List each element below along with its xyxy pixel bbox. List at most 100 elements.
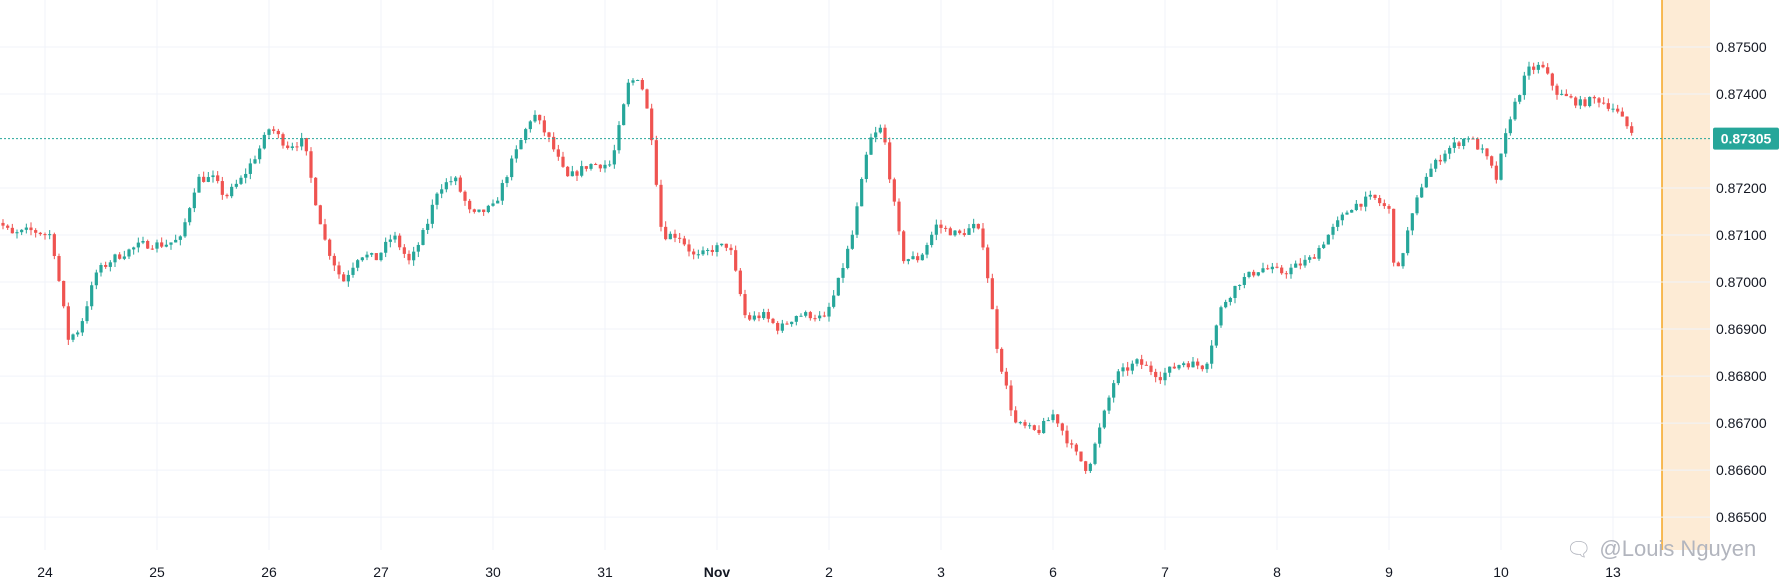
candle-body xyxy=(720,243,724,246)
candle-body xyxy=(351,267,355,275)
candle-body xyxy=(20,229,24,233)
chat-bubble-icon: 🗨︎ xyxy=(1566,539,1592,561)
candle-body xyxy=(206,177,210,182)
candle-body xyxy=(1009,385,1013,411)
candle-body xyxy=(1336,220,1340,227)
candle-body xyxy=(1060,423,1064,431)
candle-body xyxy=(1532,66,1536,70)
candle-body xyxy=(178,236,182,240)
chart-grid xyxy=(0,0,1710,550)
candle-body xyxy=(528,121,532,130)
candle-body xyxy=(444,182,448,190)
candle-body xyxy=(463,191,467,201)
candle-body xyxy=(342,274,346,282)
candle-body xyxy=(892,179,896,202)
candle-body xyxy=(1424,176,1428,188)
y-tick-label: 0.87200 xyxy=(1716,180,1767,196)
candle-body xyxy=(645,89,649,109)
candle-body xyxy=(141,240,145,243)
price-axis[interactable]: 0.87500 0.87400 0.87200 0.87100 0.87000 0.869… xyxy=(1716,39,1767,525)
candle-body xyxy=(374,253,378,261)
candle-body xyxy=(435,193,439,205)
watermark-text: @Louis Nguyen xyxy=(1599,536,1757,561)
candle-body xyxy=(1121,367,1125,372)
candle-body xyxy=(990,278,994,310)
candle-body xyxy=(687,244,691,252)
x-tick-label: Nov xyxy=(704,564,731,580)
candle-body xyxy=(388,239,392,242)
candle-body xyxy=(547,132,551,137)
candle-body xyxy=(1350,209,1354,213)
candle-body xyxy=(398,235,402,248)
candle-body xyxy=(402,247,406,254)
candle-body xyxy=(878,127,882,133)
y-tick-label: 0.86600 xyxy=(1716,462,1767,478)
candle-body xyxy=(1140,359,1144,365)
candle-body xyxy=(1606,103,1610,109)
candle-body xyxy=(636,79,640,81)
candle-body xyxy=(738,270,742,295)
candle-body xyxy=(1284,273,1288,275)
candle-body xyxy=(617,125,621,151)
candle-body xyxy=(986,247,990,279)
candle-body xyxy=(1443,153,1447,162)
future-highlight-zone xyxy=(1662,0,1710,550)
candle-body xyxy=(1625,116,1629,127)
candle-body xyxy=(1340,214,1344,221)
candle-body xyxy=(127,249,131,257)
candle-body xyxy=(449,181,453,183)
candle-body xyxy=(594,164,598,166)
candle-body xyxy=(384,241,388,253)
candle-body xyxy=(1219,307,1223,326)
candle-body xyxy=(1135,359,1139,364)
candle-body xyxy=(1564,93,1568,97)
candle-body xyxy=(948,228,952,236)
candle-body xyxy=(1070,443,1074,445)
current-price-label: 0.87305 xyxy=(1721,131,1772,147)
candle-body xyxy=(804,312,808,316)
candle-body xyxy=(1490,156,1494,166)
candle-body xyxy=(589,164,593,169)
candle-body xyxy=(855,206,859,235)
candle-body xyxy=(216,175,220,182)
y-tick-label: 0.87400 xyxy=(1716,86,1767,102)
candle-body xyxy=(1018,422,1022,424)
candle-body xyxy=(762,312,766,319)
candle-body xyxy=(514,149,518,159)
candle-body xyxy=(43,234,47,236)
candle-body xyxy=(710,249,714,252)
candle-body xyxy=(1028,425,1032,427)
candle-body xyxy=(1308,257,1312,260)
time-axis[interactable]: 24 25 26 27 30 31 Nov 2 3 6 7 8 9 10 13 xyxy=(37,564,1621,580)
candle-body xyxy=(136,242,140,248)
candle-body xyxy=(1084,461,1088,471)
candle-body xyxy=(71,334,75,340)
candle-body xyxy=(1,222,5,226)
candle-body xyxy=(1434,159,1438,169)
x-tick-label: 9 xyxy=(1385,564,1393,580)
candle-body xyxy=(1182,363,1186,366)
candle-body xyxy=(692,251,696,255)
candle-body xyxy=(706,249,710,251)
candle-body xyxy=(1364,196,1368,207)
candle-body xyxy=(580,166,584,176)
candle-body xyxy=(1368,194,1372,197)
candle-body xyxy=(496,200,500,204)
candle-body xyxy=(1569,96,1573,98)
candle-body xyxy=(1177,365,1181,369)
y-tick-label: 0.87500 xyxy=(1716,39,1767,55)
candle-body xyxy=(1382,203,1386,207)
y-tick-label: 0.86700 xyxy=(1716,415,1767,431)
candle-body xyxy=(29,227,33,231)
candle-body xyxy=(1102,410,1106,428)
candle-body xyxy=(734,250,738,271)
candle-body xyxy=(542,120,546,133)
candle-body xyxy=(1448,147,1452,154)
candle-body xyxy=(412,251,416,261)
candle-body xyxy=(1000,348,1004,372)
candle-body xyxy=(183,222,187,237)
candle-body xyxy=(1200,365,1204,370)
candle-body xyxy=(34,230,38,233)
candle-body xyxy=(608,164,612,166)
